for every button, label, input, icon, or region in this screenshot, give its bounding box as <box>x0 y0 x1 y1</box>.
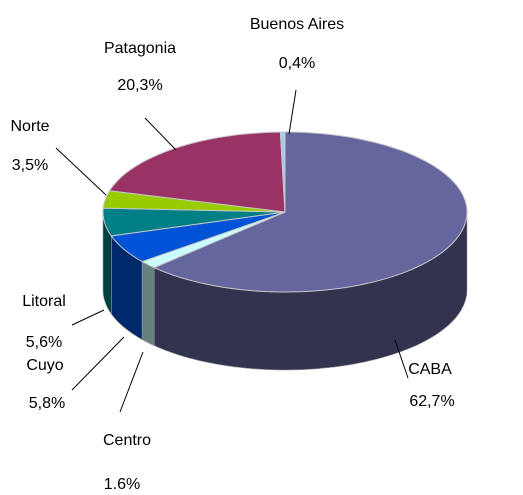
slice-label: Buenos Aires <box>250 16 344 33</box>
slice-value-label: 5,8% <box>29 395 65 412</box>
pie-tops <box>102 131 468 293</box>
slice <box>152 131 468 293</box>
slice-value-label: 5,6% <box>26 334 62 351</box>
slice-value-label: 0,4% <box>279 55 315 72</box>
slice <box>108 131 286 213</box>
slice-label: Litoral <box>22 293 66 310</box>
slice <box>102 207 286 237</box>
slice-label: Norte <box>10 118 49 135</box>
slice-value-label: 1.6% <box>104 476 140 493</box>
slice-label: Centro <box>103 432 151 449</box>
leader-line <box>71 309 105 326</box>
leader-line <box>144 117 177 151</box>
slice-value-label: 62,7% <box>409 393 454 410</box>
slice-label: CABA <box>408 361 452 378</box>
leader-line <box>119 351 144 413</box>
slice <box>279 131 286 213</box>
slice-label: Patagonia <box>104 40 176 57</box>
slice-value-label: 20,3% <box>117 77 162 94</box>
leader-line <box>394 339 409 379</box>
slice <box>110 211 286 263</box>
pie-sides <box>102 211 468 371</box>
leader-line <box>55 147 107 196</box>
slice-side <box>141 261 155 347</box>
leader-line <box>71 336 125 391</box>
labels: CABA 62,7% Centro 1.6% Cuyo 5,8% Litoral 5,6% No… <box>10 16 454 493</box>
slice-value-label: 3,5% <box>12 157 48 174</box>
leader-line <box>288 89 297 135</box>
slice-label: Cuyo <box>26 357 63 374</box>
